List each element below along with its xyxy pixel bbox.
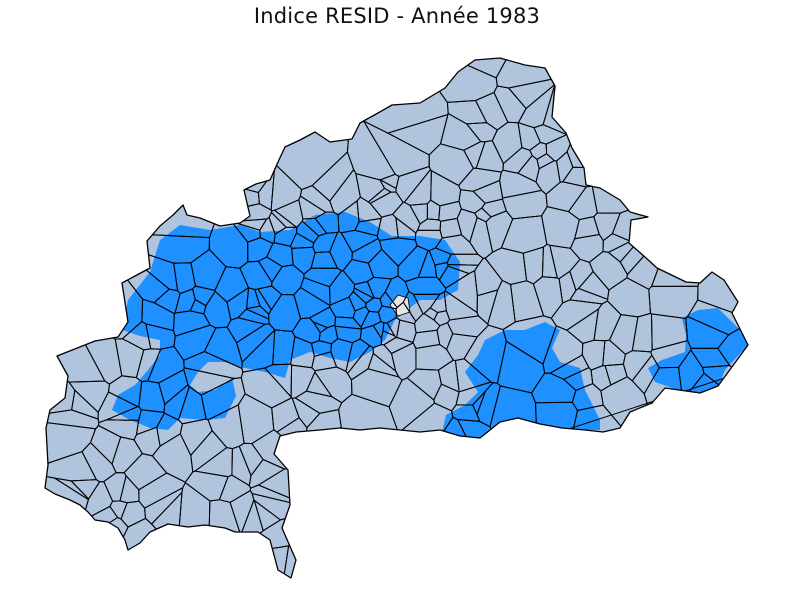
region: [678, 349, 705, 402]
region: [434, 234, 479, 255]
region: [350, 368, 403, 408]
country-border: [44, 57, 749, 579]
region: [268, 293, 302, 333]
region-boundaries: [45, 58, 748, 578]
region: [290, 335, 315, 369]
region: [273, 226, 298, 247]
region: [271, 397, 300, 433]
region: [395, 165, 432, 203]
highlighted-regions: [112, 212, 748, 438]
highlighted-region-3: [648, 308, 748, 393]
region: [259, 216, 276, 244]
region: [318, 324, 339, 345]
region: [446, 333, 479, 362]
region: [45, 58, 219, 239]
region: [569, 233, 604, 263]
region: [404, 276, 447, 295]
region: [510, 280, 545, 323]
region: [541, 206, 580, 249]
region: [444, 269, 478, 314]
region: [299, 277, 331, 307]
region: [353, 280, 375, 299]
region: [591, 58, 748, 214]
region: [536, 153, 556, 170]
region: [45, 187, 144, 340]
region: [717, 318, 748, 398]
highlighted-region-1: [112, 212, 460, 430]
region: [395, 216, 417, 241]
region: [650, 174, 725, 287]
region: [336, 416, 546, 578]
region: [89, 424, 122, 465]
region: [147, 345, 185, 384]
region: [243, 58, 449, 134]
region: [163, 383, 190, 421]
region: [517, 82, 556, 129]
region: [531, 372, 577, 404]
region: [138, 472, 186, 509]
region: [438, 200, 462, 222]
region: [109, 500, 128, 520]
region: [367, 187, 392, 204]
region: [484, 247, 528, 286]
region: [395, 301, 417, 325]
region: [476, 382, 501, 428]
map-layer: [44, 57, 749, 579]
region: [566, 58, 748, 169]
region: [428, 143, 475, 187]
region: [474, 207, 492, 223]
region: [372, 344, 397, 373]
region: [499, 169, 543, 199]
region: [456, 418, 556, 578]
region: [540, 404, 728, 578]
region: [121, 320, 152, 351]
region: [190, 429, 228, 473]
region: [69, 479, 101, 500]
region: [541, 243, 558, 279]
region: [239, 260, 273, 291]
region: [671, 372, 748, 578]
region: [312, 231, 339, 254]
region: [231, 445, 252, 487]
region: [241, 328, 276, 373]
region: [571, 383, 604, 412]
region: [593, 300, 622, 342]
region: [120, 58, 277, 194]
map-title: Indice RESID - Année 1983: [253, 4, 541, 28]
region: [200, 377, 246, 421]
region: [631, 354, 660, 395]
region: [372, 320, 385, 340]
region: [379, 173, 400, 190]
region: [45, 516, 129, 578]
highlighted-region-2: [442, 322, 600, 438]
region: [329, 231, 353, 272]
region: [542, 58, 729, 136]
region: [68, 380, 111, 414]
region: [558, 270, 577, 304]
region: [138, 380, 166, 413]
region: [581, 339, 606, 371]
region: [203, 290, 232, 329]
